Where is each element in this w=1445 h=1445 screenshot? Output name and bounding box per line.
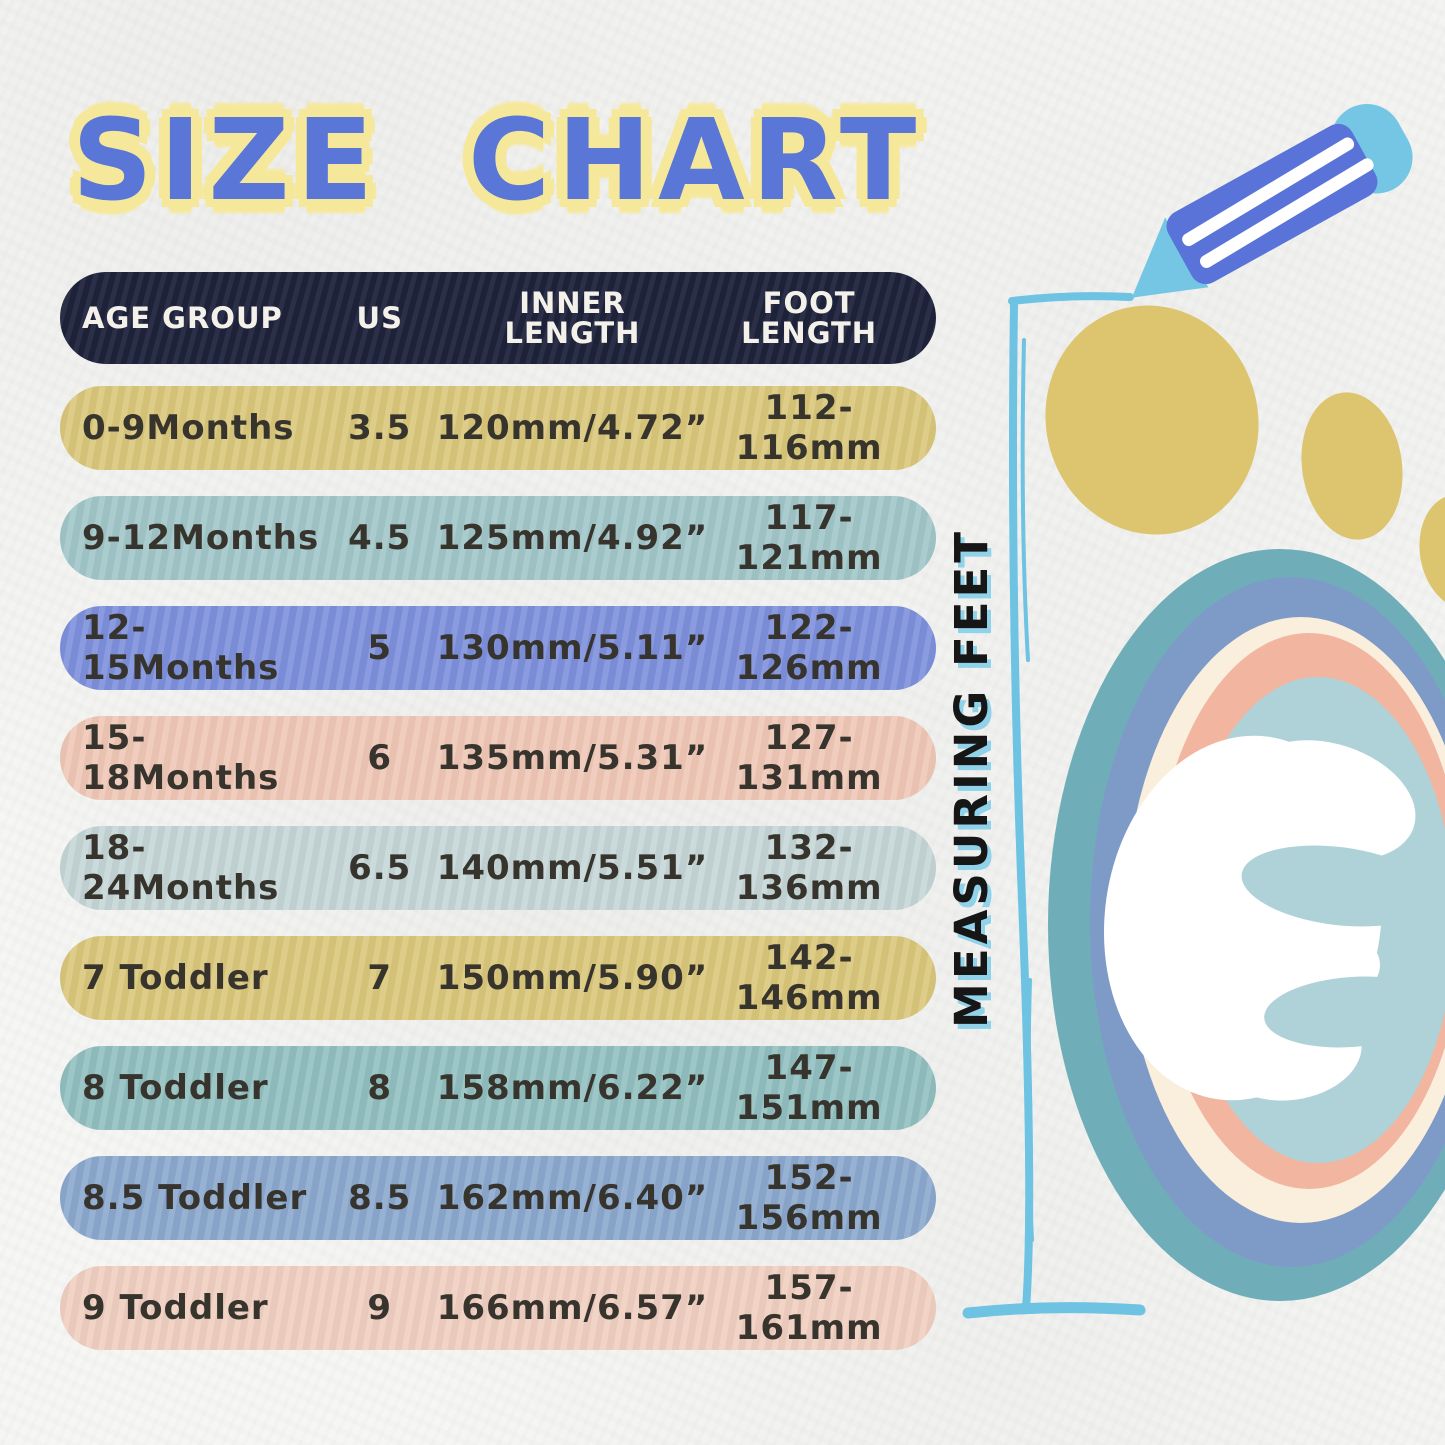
cell-inner-length: 150mm/5.90” [436,958,709,998]
cell-us: 9 [367,1288,393,1328]
cell-us: 3.5 [348,408,412,448]
table-row: 0-9Months 3.5 120mm/4.72” 112-116mm [60,386,936,470]
cell-foot-length: 112-116mm [735,388,883,468]
foot-squiggle [1103,735,1440,1101]
cell-inner-length: 140mm/5.51” [436,848,709,888]
table-row: 15-18Months 6 135mm/5.31” 127-131mm [60,716,936,800]
foot-toes [1045,305,1445,610]
cell-foot-length: 132-136mm [735,828,883,908]
cell-inner-length: 120mm/4.72” [436,408,709,448]
cell-us: 7 [367,958,393,998]
measuring-feet-label: MEASURING FEET [945,528,998,1028]
table-row: 12-15Months 5 130mm/5.11” 122-126mm [60,606,936,690]
cell-foot-length: 152-156mm [735,1158,883,1238]
cell-age-group: 8.5 Toddler [82,1178,308,1218]
cell-foot-length: 147-151mm [735,1048,883,1128]
cell-age-group: 18-24Months [82,828,280,908]
cell-us: 8 [367,1068,393,1108]
table-row: 9-12Months 4.5 125mm/4.92” 117-121mm [60,496,936,580]
measuring-lines [962,292,1146,1319]
cell-age-group: 7 Toddler [82,958,269,998]
cell-foot-length: 117-121mm [735,498,883,578]
header-inner-length: INNER LENGTH [504,285,641,350]
table-row: 9 Toddler 9 166mm/6.57” 157-161mm [60,1266,936,1350]
cell-foot-length: 157-161mm [735,1268,883,1348]
cell-inner-length: 135mm/5.31” [436,738,709,778]
table-row: 8.5 Toddler 8.5 162mm/6.40” 152-156mm [60,1156,936,1240]
cell-age-group: 8 Toddler [82,1068,269,1108]
table-row: 7 Toddler 7 150mm/5.90” 142-146mm [60,936,936,1020]
cell-age-group: 9 Toddler [82,1288,269,1328]
pencil-icon [1131,103,1413,298]
cell-age-group: 9-12Months [82,518,320,558]
header-age-group: AGE GROUP [82,300,283,335]
cell-inner-length: 130mm/5.11” [436,628,709,668]
cell-foot-length: 127-131mm [735,718,883,798]
page-title: SIZE CHART [72,96,924,226]
cell-inner-length: 162mm/6.40” [436,1178,709,1218]
cell-us: 4.5 [348,518,412,558]
cell-foot-length: 122-126mm [735,608,883,688]
cell-inner-length: 166mm/6.57” [436,1288,709,1328]
size-table: AGE GROUP US INNER LENGTH FOOT LENGTH 0-… [60,272,936,1376]
table-header-row: AGE GROUP US INNER LENGTH FOOT LENGTH [60,272,936,364]
cell-us: 5 [367,628,393,668]
table-row: 18-24Months 6.5 140mm/5.51” 132-136mm [60,826,936,910]
cell-age-group: 15-18Months [82,718,280,798]
cell-us: 6.5 [348,848,412,888]
cell-us: 6 [367,738,393,778]
cell-inner-length: 125mm/4.92” [436,518,709,558]
table-row: 8 Toddler 8 158mm/6.22” 147-151mm [60,1046,936,1130]
cell-age-group: 12-15Months [82,608,280,688]
header-us: US [356,300,403,335]
cell-age-group: 0-9Months [82,408,295,448]
header-foot-length: FOOT LENGTH [741,285,878,350]
cell-foot-length: 142-146mm [735,938,883,1018]
cell-us: 8.5 [348,1178,412,1218]
cell-inner-length: 158mm/6.22” [436,1068,709,1108]
